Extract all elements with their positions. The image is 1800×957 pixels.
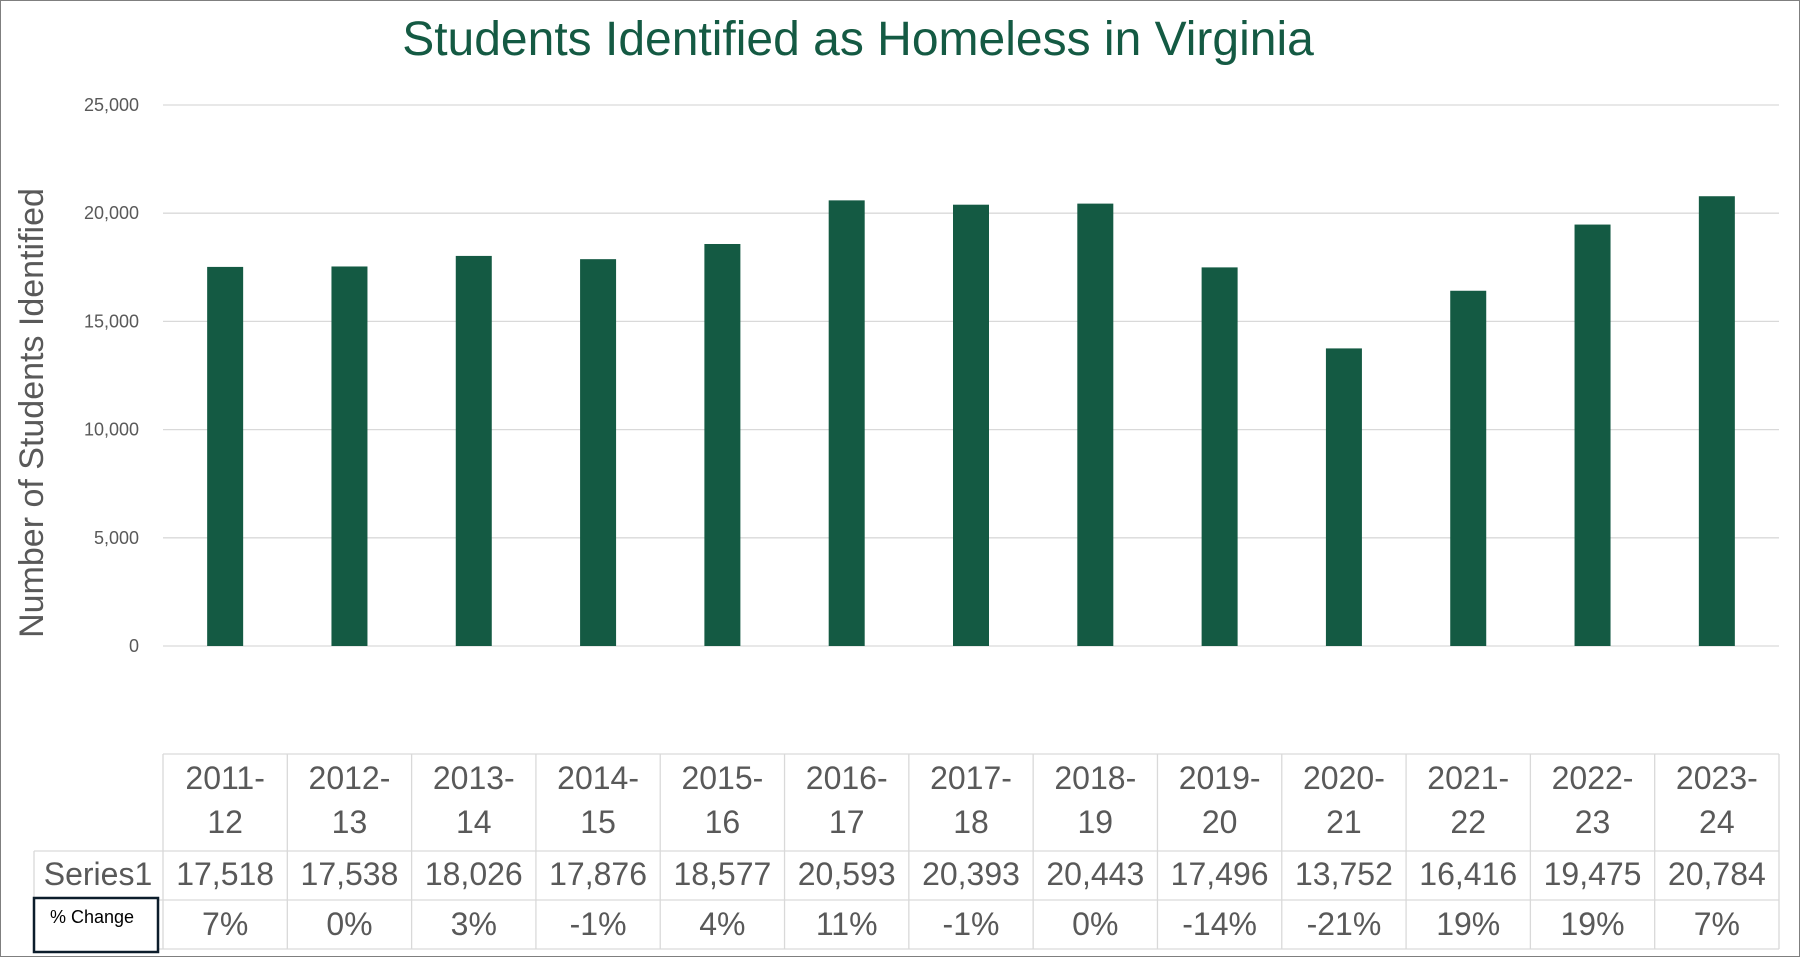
x-tick-label: 2023-: [1676, 760, 1758, 796]
bar: [1698, 196, 1735, 646]
y-tick-label: 0: [129, 636, 139, 656]
percent-change-value: 0%: [326, 906, 372, 942]
data-label: 17,496: [1171, 856, 1269, 892]
x-tick-label: 18: [953, 804, 989, 840]
data-label: 18,577: [673, 856, 771, 892]
y-axis-label: Number of Students Identified: [13, 188, 51, 638]
percent-change-value: 3%: [451, 906, 497, 942]
x-tick-label: 21: [1326, 804, 1362, 840]
chart-title: Students Identified as Homeless in Virgi…: [402, 13, 1314, 66]
x-tick-label: 2021-: [1427, 760, 1509, 796]
bar: [828, 200, 865, 646]
x-tick-label: 2020-: [1303, 760, 1385, 796]
percent-change-value: 0%: [1072, 906, 1118, 942]
data-label: 17,538: [301, 856, 399, 892]
x-tick-label: 14: [456, 804, 492, 840]
bar: [1201, 267, 1238, 646]
percent-change-value: 19%: [1436, 906, 1500, 942]
x-tick-label: 2012-: [309, 760, 391, 796]
x-tick-label: 2017-: [930, 760, 1012, 796]
y-tick-label: 5,000: [94, 528, 139, 548]
x-tick-label: 2014-: [557, 760, 639, 796]
x-tick-label: 22: [1450, 804, 1486, 840]
table-series-label: Series1: [44, 856, 153, 892]
percent-change-value: -14%: [1182, 906, 1257, 942]
bar: [455, 255, 492, 646]
percent-change-value: -1%: [570, 906, 627, 942]
bar: [207, 266, 244, 646]
x-tick-label: 2022-: [1552, 760, 1634, 796]
bar: [1574, 224, 1611, 646]
data-label: 20,443: [1046, 856, 1144, 892]
data-label: 20,393: [922, 856, 1020, 892]
data-label: 16,416: [1419, 856, 1517, 892]
table-change-label: % Change: [50, 907, 134, 927]
bar: [580, 259, 617, 646]
percent-change-value: 19%: [1561, 906, 1625, 942]
x-tick-label: 17: [829, 804, 865, 840]
bar: [704, 243, 741, 646]
data-label: 20,593: [798, 856, 896, 892]
bar: [1325, 348, 1362, 646]
x-tick-label: 2019-: [1179, 760, 1261, 796]
percent-change-value: 11%: [816, 906, 878, 942]
y-axis-ticks: 0 5,000 10,000 15,000 20,000 25,000: [84, 95, 139, 656]
x-tick-label: 2016-: [806, 760, 888, 796]
percent-change-value: -1%: [943, 906, 1000, 942]
y-tick-label: 10,000: [84, 420, 139, 440]
bar: [1077, 203, 1114, 647]
percent-change-value: 7%: [202, 906, 248, 942]
data-label: 13,752: [1295, 856, 1393, 892]
data-label: 17,876: [549, 856, 647, 892]
y-tick-label: 25,000: [84, 95, 139, 115]
x-tick-label: 12: [207, 804, 243, 840]
data-label: 20,784: [1668, 856, 1766, 892]
x-tick-label: 15: [580, 804, 616, 840]
data-label: 19,475: [1544, 856, 1642, 892]
bar: [331, 266, 368, 646]
x-tick-label: 2013-: [433, 760, 515, 796]
data-table: 2011- 12 2012- 13 2013- 14 2014- 15 2015- 16 2016-…: [32, 753, 1780, 954]
bar: [953, 204, 989, 646]
x-tick-label: 23: [1575, 804, 1611, 840]
x-tick-label: 13: [332, 804, 368, 840]
x-tick-label: 2011-: [185, 760, 264, 796]
data-label: 18,026: [425, 856, 523, 892]
data-label: 17,518: [176, 856, 274, 892]
y-tick-label: 15,000: [84, 311, 139, 331]
x-tick-label: 20: [1202, 804, 1238, 840]
x-tick-label: 2018-: [1054, 760, 1136, 796]
bars: [207, 196, 1735, 647]
x-tick-label: 16: [705, 804, 741, 840]
x-tick-label: 19: [1078, 804, 1114, 840]
y-tick-label: 20,000: [84, 203, 139, 223]
percent-change-value: 7%: [1694, 906, 1740, 942]
change-label-box: [32, 896, 160, 954]
percent-change-value: 4%: [699, 906, 745, 942]
x-tick-label: 24: [1699, 804, 1735, 840]
bar: [1450, 290, 1487, 646]
percent-change-value: -21%: [1307, 906, 1382, 942]
x-tick-label: 2015-: [681, 760, 763, 796]
